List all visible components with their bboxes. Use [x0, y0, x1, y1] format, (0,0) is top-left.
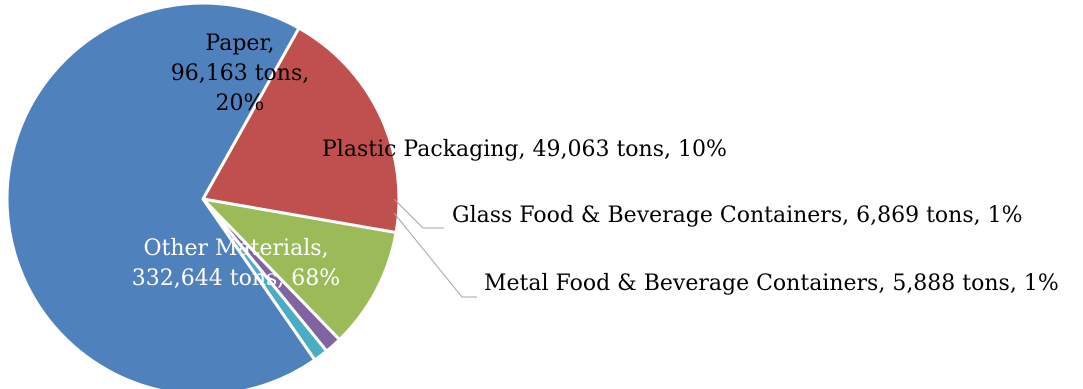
pie-slice-other-materials	[5, 1, 317, 389]
data-label-line: 20%	[216, 91, 265, 116]
pie-slice-paper	[201, 26, 401, 235]
pie-slices	[5, 1, 401, 389]
pie-slice-plastic-packaging	[201, 197, 398, 342]
data-label-line: 332,644 tons, 68%	[132, 266, 340, 291]
data-label-glass-food-beverage-containers: Glass Food & Beverage Containers, 6,869 …	[452, 203, 1023, 228]
data-label-other-materials: Other Materials, 332,644 tons, 68%	[132, 236, 340, 291]
data-label-paper: Paper, 96,163 tons, 20%	[171, 31, 310, 116]
data-label-line: Glass Food & Beverage Containers, 6,869 …	[452, 203, 1023, 228]
leader-line	[393, 212, 477, 298]
data-label-line: Plastic Packaging, 49,063 tons, 10%	[322, 137, 727, 162]
data-label-metal-food-beverage-containers: Metal Food & Beverage Containers, 5,888 …	[484, 271, 1059, 296]
leader-line	[393, 198, 444, 229]
data-label-line: Paper,	[205, 31, 274, 56]
data-label-line: Metal Food & Beverage Containers, 5,888 …	[484, 271, 1059, 296]
data-label-line: 96,163 tons,	[171, 61, 310, 86]
data-label-line: Other Materials,	[143, 236, 328, 261]
data-label-plastic-packaging: Plastic Packaging, 49,063 tons, 10%	[322, 137, 727, 162]
